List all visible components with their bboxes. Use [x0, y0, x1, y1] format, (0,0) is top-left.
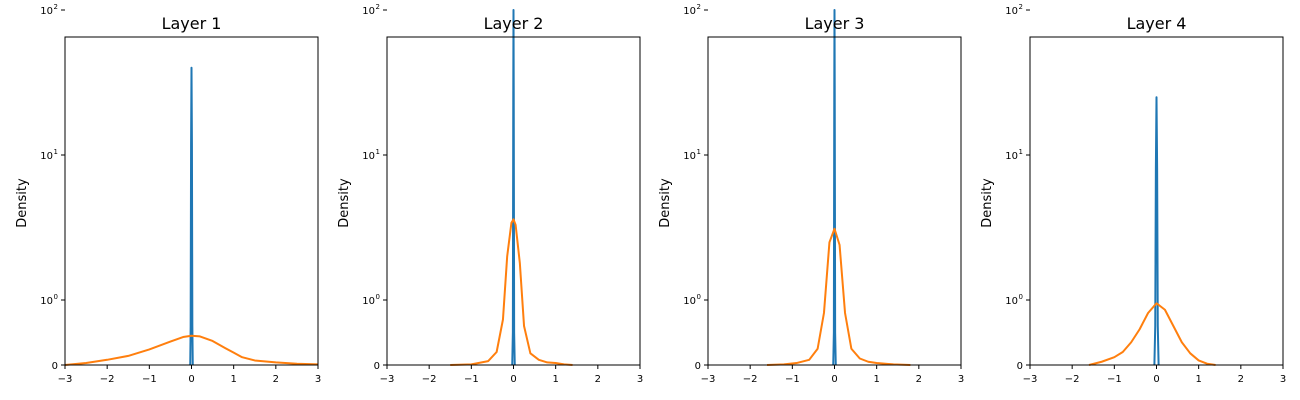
x-tick-label: −3 [1023, 374, 1038, 385]
chart-title: Layer 1 [162, 14, 222, 33]
x-tick-label: 1 [230, 374, 236, 385]
x-tick-label: 2 [1238, 374, 1244, 385]
y-tick-exponent: 0 [1019, 293, 1023, 301]
y-tick-exponent: 0 [376, 293, 380, 301]
x-tick-label: −3 [701, 374, 716, 385]
x-tick-label: 3 [958, 374, 964, 385]
y-tick-label: 10 [40, 296, 53, 307]
series-2-line [64, 334, 319, 366]
x-tick-label: −1 [1107, 374, 1122, 385]
series-1-line [511, 9, 516, 366]
x-tick-label: 3 [315, 374, 321, 385]
x-tick-label: 2 [273, 374, 279, 385]
y-tick-label: 10 [362, 6, 375, 17]
x-tick-label: 3 [637, 374, 643, 385]
y-tick-label: 10 [683, 6, 696, 17]
y-tick-label: 10 [1005, 296, 1018, 307]
series-2-line [1088, 302, 1216, 366]
y-tick-exponent: 0 [54, 293, 58, 301]
x-tick-label: −2 [100, 374, 115, 385]
x-tick-label: −3 [58, 374, 73, 385]
x-tick-label: 0 [1153, 374, 1159, 385]
x-tick-label: 0 [510, 374, 516, 385]
x-tick-label: 3 [1280, 374, 1286, 385]
x-tick-label: −3 [380, 374, 395, 385]
x-tick-label: −2 [1065, 374, 1080, 385]
y-tick-exponent: 2 [697, 3, 701, 11]
x-tick-label: 1 [873, 374, 879, 385]
y-tick-label: 0 [52, 361, 58, 372]
y-tick-exponent: 1 [54, 148, 58, 156]
x-tick-label: 0 [831, 374, 837, 385]
x-tick-label: −1 [464, 374, 479, 385]
y-tick-label: 10 [683, 151, 696, 162]
y-tick-exponent: 1 [376, 148, 380, 156]
x-tick-label: 1 [1195, 374, 1201, 385]
y-tick-label: 0 [1017, 361, 1023, 372]
y-axis-label: Density [658, 178, 673, 228]
x-tick-label: −2 [422, 374, 437, 385]
y-tick-exponent: 2 [1019, 3, 1023, 11]
y-axis-label: Density [980, 178, 995, 228]
y-tick-label: 10 [1005, 6, 1018, 17]
y-tick-label: 10 [362, 151, 375, 162]
y-tick-label: 10 [1005, 151, 1018, 162]
y-tick-label: 10 [40, 151, 53, 162]
y-axis-label: Density [15, 178, 30, 228]
y-tick-exponent: 1 [697, 148, 701, 156]
chart-title: Layer 4 [1127, 14, 1187, 33]
x-tick-label: 2 [595, 374, 601, 385]
y-tick-exponent: 1 [1019, 148, 1023, 156]
series-1-line [1153, 96, 1160, 366]
series-1-line [189, 66, 194, 366]
y-tick-label: 10 [362, 296, 375, 307]
y-tick-exponent: 0 [697, 293, 701, 301]
x-tick-label: 1 [552, 374, 558, 385]
x-tick-label: −1 [785, 374, 800, 385]
y-tick-label: 0 [374, 361, 380, 372]
x-tick-label: 0 [188, 374, 194, 385]
y-tick-exponent: 2 [376, 3, 380, 11]
y-tick-label: 10 [40, 6, 53, 17]
y-tick-exponent: 2 [54, 3, 58, 11]
series-2-line [450, 218, 573, 366]
x-tick-label: −2 [743, 374, 758, 385]
y-tick-label: 10 [683, 296, 696, 307]
series-2-line [766, 227, 911, 366]
chart-title: Layer 3 [805, 14, 865, 33]
series-1-line [832, 9, 837, 366]
x-tick-label: −1 [142, 374, 157, 385]
chart-title: Layer 2 [484, 14, 544, 33]
y-axis-label: Density [337, 178, 352, 228]
x-tick-label: 2 [916, 374, 922, 385]
y-tick-label: 0 [695, 361, 701, 372]
